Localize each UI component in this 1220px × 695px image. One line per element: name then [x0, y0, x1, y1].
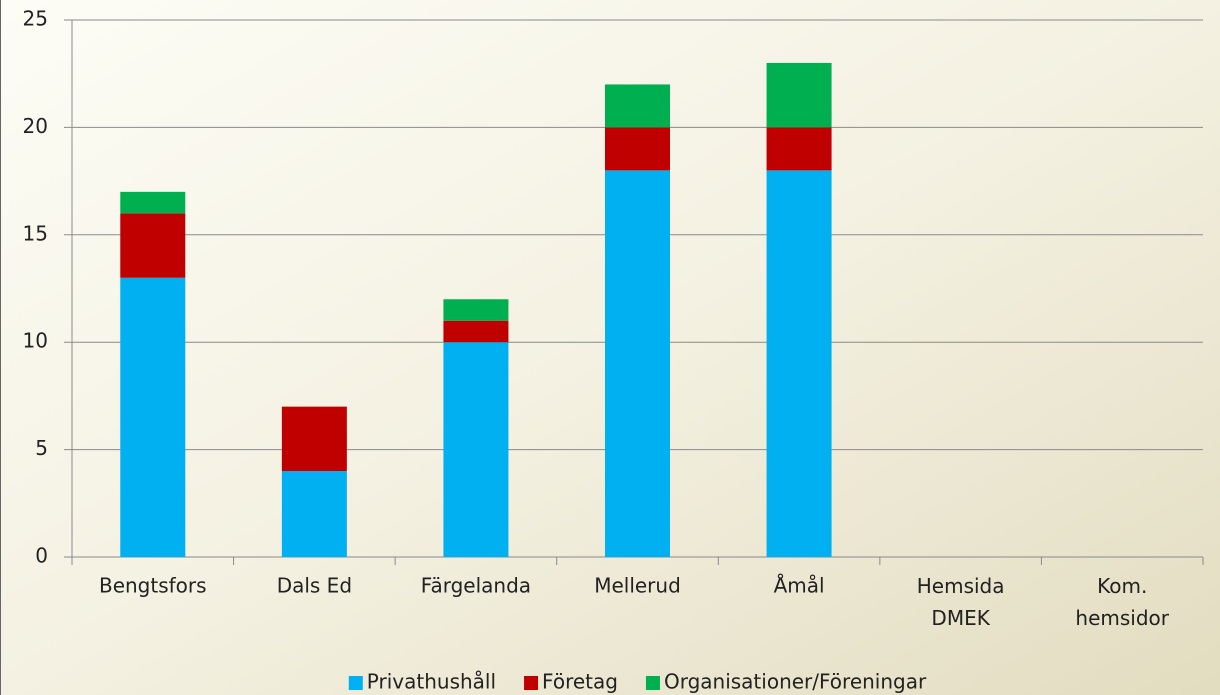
bar-segment: [605, 84, 670, 128]
legend-label: Privathushåll: [367, 670, 496, 694]
x-tick-label: Mellerud: [594, 574, 681, 598]
legend-label: Organisationer/Föreningar: [664, 670, 927, 694]
bar-segment: [281, 471, 347, 557]
x-tick-label: Färgelanda: [421, 574, 531, 598]
legend-label: Företag: [542, 670, 618, 694]
legend-swatch: [645, 676, 660, 690]
bar-segment: [443, 320, 509, 343]
x-tick-label: Kom. hemsidor: [1075, 574, 1169, 630]
x-tick-label: Bengtsfors: [99, 574, 207, 598]
y-tick-label: 0: [35, 544, 48, 568]
legend-swatch: [524, 676, 539, 690]
x-tick-label: Dals Ed: [277, 574, 352, 598]
y-tick-label: 25: [23, 7, 48, 31]
bar-segment: [443, 342, 509, 557]
bar-segment: [605, 170, 670, 558]
legend: Privathushåll Företag Organisationer/Fören…: [348, 670, 927, 694]
bar-segment: [443, 299, 509, 321]
x-tick-label: Åmål: [774, 574, 825, 598]
bar-segment: [281, 406, 347, 472]
bar-segment: [766, 62, 832, 128]
bar-segment: [120, 213, 186, 278]
bar-segment: [120, 277, 186, 557]
y-tick-label: 20: [23, 114, 48, 138]
bar-segment: [766, 170, 832, 558]
bar-segment: [766, 127, 832, 171]
bar-segment: [120, 191, 186, 214]
y-tick-label: 5: [35, 436, 48, 460]
bar-segment: [605, 127, 670, 171]
y-tick-label: 10: [23, 329, 48, 353]
x-tick-label: Hemsida DMEK: [917, 574, 1005, 630]
y-tick-label: 15: [23, 221, 48, 245]
legend-swatch: [348, 676, 363, 690]
